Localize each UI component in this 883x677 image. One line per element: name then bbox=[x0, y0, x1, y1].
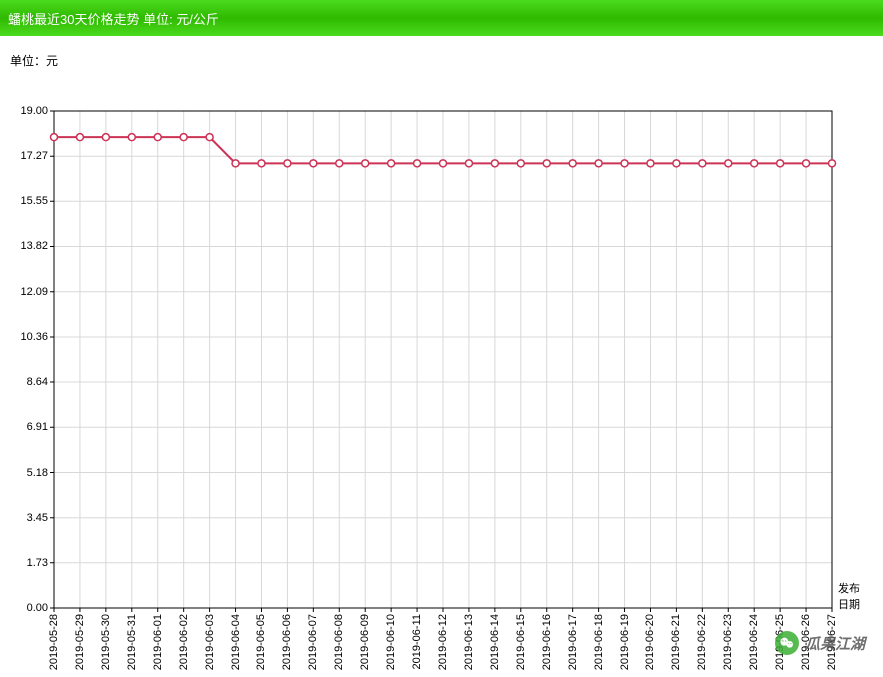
data-point bbox=[491, 160, 498, 167]
data-point bbox=[310, 160, 317, 167]
data-point bbox=[751, 160, 758, 167]
x-tick-label: 2019-06-13 bbox=[463, 614, 475, 670]
header-title: 蟠桃最近30天价格走势 单位: 元/公斤 bbox=[8, 9, 219, 28]
y-tick-label: 19.00 bbox=[8, 105, 48, 117]
data-point bbox=[51, 134, 58, 141]
y-tick-label: 6.91 bbox=[8, 421, 48, 433]
x-tick-label: 2019-05-30 bbox=[100, 614, 112, 670]
data-point bbox=[388, 160, 395, 167]
x-tick-label: 2019-06-06 bbox=[281, 614, 293, 670]
data-point bbox=[543, 160, 550, 167]
y-tick-label: 5.18 bbox=[8, 467, 48, 479]
data-point bbox=[206, 134, 213, 141]
data-point bbox=[362, 160, 369, 167]
x-tick-label: 2019-06-11 bbox=[411, 614, 423, 669]
x-tick-label: 2019-06-03 bbox=[204, 614, 216, 670]
data-point bbox=[517, 160, 524, 167]
y-tick-label: 13.82 bbox=[8, 240, 48, 252]
x-tick-label: 2019-06-07 bbox=[307, 614, 319, 670]
data-point bbox=[647, 160, 654, 167]
data-point bbox=[180, 134, 187, 141]
x-tick-label: 2019-06-15 bbox=[515, 614, 527, 670]
data-point bbox=[76, 134, 83, 141]
x-tick-label: 2019-05-31 bbox=[126, 614, 138, 670]
watermark: 瓜果江湖 bbox=[775, 631, 865, 655]
data-point bbox=[777, 160, 784, 167]
data-point bbox=[569, 160, 576, 167]
x-tick-label: 2019-06-20 bbox=[644, 614, 656, 670]
x-tick-label: 2019-06-02 bbox=[178, 614, 190, 670]
x-tick-label: 2019-06-12 bbox=[437, 614, 449, 670]
y-tick-label: 15.55 bbox=[8, 195, 48, 207]
price-chart: 单位：元 发布日期 0.001.733.455.186.918.6410.361… bbox=[0, 36, 883, 677]
x-tick-label: 2019-06-14 bbox=[489, 614, 501, 670]
x-tick-label: 2019-05-28 bbox=[48, 614, 60, 670]
x-tick-label: 2019-06-23 bbox=[722, 614, 734, 670]
x-tick-label: 2019-06-16 bbox=[541, 614, 553, 670]
y-tick-label: 12.09 bbox=[8, 286, 48, 298]
x-tick-label: 2019-06-17 bbox=[567, 614, 579, 670]
x-tick-label: 2019-06-22 bbox=[696, 614, 708, 670]
x-tick-label: 2019-06-09 bbox=[359, 614, 371, 670]
x-tick-label: 2019-06-24 bbox=[748, 614, 760, 670]
x-tick-label: 2019-06-04 bbox=[230, 614, 242, 670]
watermark-text: 瓜果江湖 bbox=[805, 633, 865, 654]
x-tick-label: 2019-06-08 bbox=[333, 614, 345, 670]
data-point bbox=[102, 134, 109, 141]
data-point bbox=[673, 160, 680, 167]
x-tick-label: 2019-06-01 bbox=[152, 614, 164, 670]
x-tick-label: 2019-06-18 bbox=[593, 614, 605, 670]
data-point bbox=[284, 160, 291, 167]
wechat-icon bbox=[775, 631, 799, 655]
data-point bbox=[621, 160, 628, 167]
y-tick-label: 0.00 bbox=[8, 602, 48, 614]
data-point bbox=[336, 160, 343, 167]
y-tick-label: 17.27 bbox=[8, 150, 48, 162]
data-point bbox=[232, 160, 239, 167]
y-tick-label: 1.73 bbox=[8, 557, 48, 569]
x-tick-label: 2019-06-05 bbox=[255, 614, 267, 670]
x-tick-label: 2019-05-29 bbox=[74, 614, 86, 670]
x-tick-label: 2019-06-10 bbox=[385, 614, 397, 670]
data-point bbox=[128, 134, 135, 141]
data-point bbox=[595, 160, 602, 167]
data-point bbox=[803, 160, 810, 167]
x-tick-label: 2019-06-21 bbox=[670, 614, 682, 670]
y-tick-label: 3.45 bbox=[8, 512, 48, 524]
x-tick-label: 2019-06-19 bbox=[619, 614, 631, 670]
data-point bbox=[414, 160, 421, 167]
data-point bbox=[829, 160, 836, 167]
y-tick-label: 10.36 bbox=[8, 331, 48, 343]
header-bar: 蟠桃最近30天价格走势 单位: 元/公斤 bbox=[0, 0, 883, 36]
data-point bbox=[154, 134, 161, 141]
data-point bbox=[725, 160, 732, 167]
data-point bbox=[440, 160, 447, 167]
y-tick-label: 8.64 bbox=[8, 376, 48, 388]
data-point bbox=[699, 160, 706, 167]
data-point bbox=[465, 160, 472, 167]
data-point bbox=[258, 160, 265, 167]
